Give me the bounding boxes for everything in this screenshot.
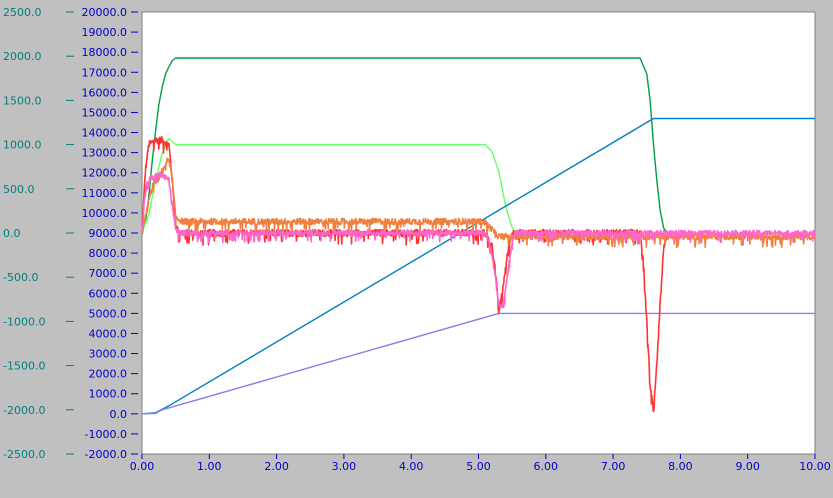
y-left-tick-label: -500.0 — [3, 271, 38, 284]
x-tick-label: 0.00 — [130, 460, 155, 473]
y-right-tick-label: 0.0 — [110, 408, 128, 421]
y-right-tick-label: 3000.0 — [89, 348, 128, 361]
y-right-tick-label: 14000.0 — [82, 127, 128, 140]
y-left-tick-label: -1500.0 — [3, 360, 45, 373]
y-left-tick-label: 1500.0 — [3, 94, 42, 107]
series-line-6 — [141, 172, 816, 309]
y-axis-right: 20000.0 19000.0 18000.0 17000.0 16000.0 15000… — [82, 6, 138, 461]
y-right-tick-label: 18000.0 — [82, 46, 128, 59]
x-tick-label: 2.00 — [264, 460, 289, 473]
y-right-tick-label: -1000.0 — [85, 428, 127, 441]
y-left-tick-label: -2000.0 — [3, 404, 45, 417]
y-left-tick-label: 2000.0 — [3, 50, 42, 63]
x-tick-label: 10.00 — [799, 460, 831, 473]
y-right-tick-label: 1000.0 — [89, 388, 128, 401]
y-right-tick-label: 13000.0 — [82, 147, 128, 160]
y-right-tick-label: 9000.0 — [89, 227, 128, 240]
series-group — [141, 57, 816, 415]
y-right-tick-label: 2000.0 — [89, 368, 128, 381]
y-axis-left: 2500.0 2000.0 1500.0 1000.0 500.0 0.0 -500.0 -1… — [3, 6, 74, 461]
y-right-tick-label: 20000.0 — [82, 6, 128, 19]
y-left-tick-label: 2500.0 — [3, 6, 42, 19]
x-tick-label: 3.00 — [332, 460, 357, 473]
y-right-tick-label: 17000.0 — [82, 66, 128, 79]
y-right-tick-label: 12000.0 — [82, 167, 128, 180]
series-line-5 — [141, 157, 816, 249]
y-right-tick-label: 8000.0 — [89, 247, 128, 260]
y-right-tick-label: 16000.0 — [82, 86, 128, 99]
x-tick-label: 1.00 — [197, 460, 222, 473]
y-right-tick-label: 4000.0 — [89, 327, 128, 340]
y-right-tick-label: -2000.0 — [85, 448, 127, 461]
y-right-tick-label: 19000.0 — [82, 26, 128, 39]
x-tick-label: 7.00 — [601, 460, 626, 473]
x-tick-label: 6.00 — [534, 460, 559, 473]
y-right-tick-label: 7000.0 — [89, 267, 128, 280]
series-line-0 — [141, 57, 668, 234]
y-right-tick-label: 11000.0 — [82, 187, 128, 200]
y-right-tick-label: 5000.0 — [89, 307, 128, 320]
y-left-tick-label: 1000.0 — [3, 139, 42, 152]
x-tick-label: 4.00 — [399, 460, 424, 473]
y-left-tick-label: 0.0 — [3, 227, 21, 240]
x-tick-label: 9.00 — [735, 460, 760, 473]
y-left-tick-label: -1000.0 — [3, 315, 45, 328]
y-right-tick-label: 15000.0 — [82, 106, 128, 119]
x-axis: 0.00 1.00 2.00 3.00 4.00 5.00 6.00 7.00 8.00 9.00… — [130, 454, 831, 473]
y-left-tick-label: 500.0 — [3, 183, 35, 196]
y-right-tick-label: 6000.0 — [89, 287, 128, 300]
y-left-tick-label: -2500.0 — [3, 448, 45, 461]
series-line-3 — [141, 312, 815, 415]
x-tick-label: 8.00 — [668, 460, 693, 473]
x-tick-label: 5.00 — [466, 460, 491, 473]
y-right-tick-label: 10000.0 — [82, 207, 128, 220]
